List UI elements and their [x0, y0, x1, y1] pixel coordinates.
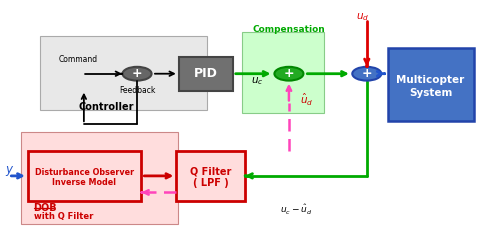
Circle shape — [274, 67, 303, 81]
Text: Q Filter: Q Filter — [190, 167, 231, 177]
Text: +: + — [132, 67, 142, 80]
Text: $u_c$: $u_c$ — [250, 75, 263, 87]
Circle shape — [351, 67, 380, 81]
Text: ( LPF ): ( LPF ) — [192, 178, 228, 188]
Text: +: + — [283, 67, 294, 80]
Bar — [178, 57, 232, 91]
Bar — [242, 32, 323, 113]
Bar — [40, 36, 207, 110]
Bar — [387, 48, 473, 121]
Text: with Q Filter: with Q Filter — [33, 212, 93, 221]
Text: Compensation: Compensation — [252, 25, 325, 34]
Text: Feedback: Feedback — [119, 86, 155, 95]
Text: Multicopter: Multicopter — [396, 75, 464, 85]
Text: +: + — [361, 67, 371, 80]
Text: Inverse Model: Inverse Model — [52, 178, 116, 187]
Text: Command: Command — [59, 55, 97, 64]
Bar — [21, 132, 178, 224]
Text: $u_c - \hat{u}_d$: $u_c - \hat{u}_d$ — [279, 203, 311, 217]
Bar — [176, 151, 245, 201]
Circle shape — [122, 67, 151, 81]
Text: $y$: $y$ — [4, 164, 14, 178]
Text: $\hat{u}_d$: $\hat{u}_d$ — [299, 92, 312, 108]
Text: Disturbance Observer: Disturbance Observer — [35, 168, 134, 177]
Text: System: System — [408, 88, 452, 97]
Text: DOB: DOB — [33, 203, 57, 213]
Bar — [28, 151, 141, 201]
Text: PID: PID — [194, 67, 217, 80]
Text: $u_d$: $u_d$ — [355, 11, 368, 23]
Text: Controller: Controller — [78, 102, 134, 112]
